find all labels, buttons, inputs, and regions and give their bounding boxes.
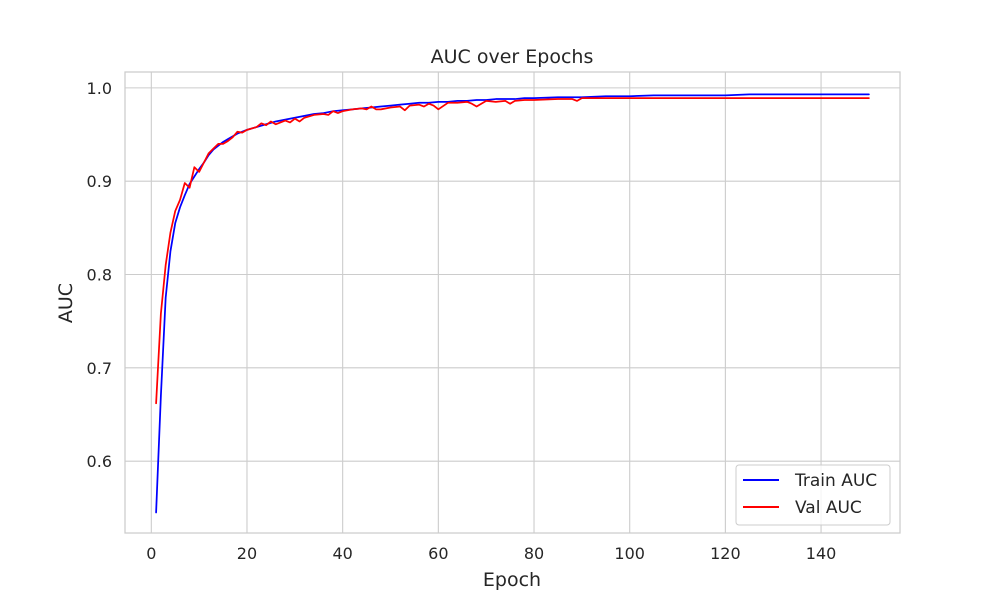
y-tick-label: 0.6 [87, 452, 112, 471]
y-axis-title: AUC [55, 283, 77, 323]
x-tick-label: 80 [524, 544, 544, 563]
x-axis-title: Epoch [483, 569, 541, 591]
x-tick-label: 20 [237, 544, 257, 563]
legend-label-train-auc: Train AUC [794, 471, 877, 491]
x-tick-label: 100 [614, 544, 645, 563]
x-tick-label: 140 [806, 544, 837, 563]
x-tick-label: 0 [146, 544, 156, 563]
series-lines [155, 93, 870, 514]
series-line-val-auc [155, 97, 870, 405]
x-tick-label: 40 [332, 544, 352, 563]
y-tick-label: 0.9 [87, 172, 112, 191]
chart-title: AUC over Epochs [431, 46, 594, 68]
x-tick-label: 60 [428, 544, 448, 563]
tick-labels: 0 20 40 60 80 100 120 140 0.6 0.7 0.8 0.9 1.0 [87, 79, 837, 563]
legend: Train AUC Val AUC [735, 464, 891, 526]
plot-area-frame [124, 71, 901, 534]
y-tick-label: 0.8 [87, 266, 112, 285]
x-tick-label: 120 [710, 544, 741, 563]
y-tick-label: 0.7 [87, 359, 112, 378]
grid [125, 72, 900, 533]
y-tick-label: 1.0 [87, 79, 112, 98]
legend-label-val-auc: Val AUC [795, 498, 862, 518]
